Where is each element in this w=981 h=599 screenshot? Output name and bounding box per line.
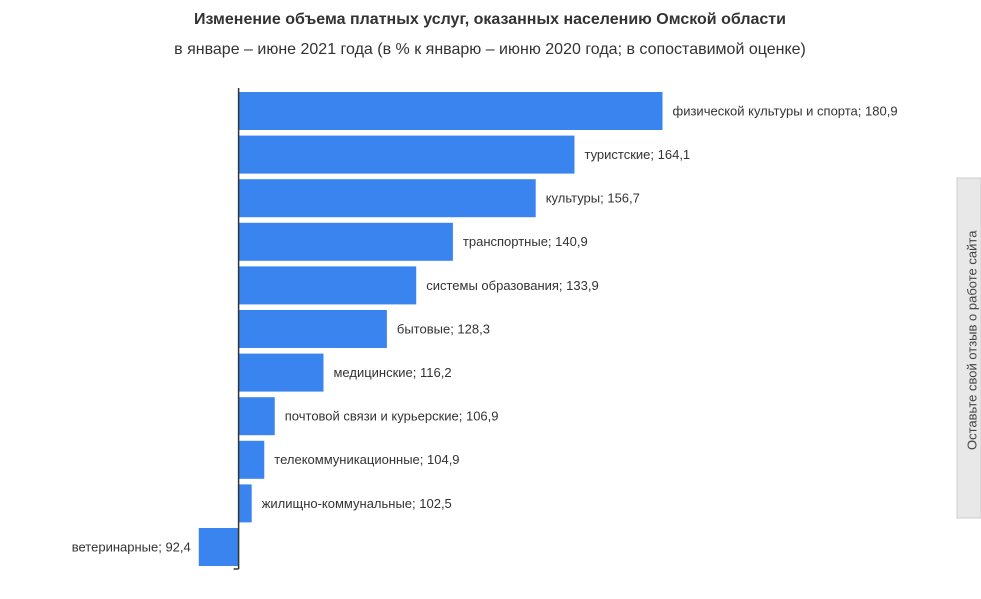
bar — [238, 179, 536, 218]
data-label: транспортные; 140,9 — [463, 234, 588, 249]
bar — [238, 310, 387, 348]
bar — [238, 222, 453, 261]
data-label: ветеринарные; 92,4 — [72, 539, 191, 554]
data-label: бытовые; 128,3 — [397, 321, 490, 336]
bar — [238, 135, 575, 174]
chart-title: Изменение объема платных услуг, оказанны… — [194, 11, 786, 28]
bar — [238, 353, 324, 392]
data-label: медицинские; 116,2 — [333, 365, 451, 380]
bar — [238, 440, 265, 479]
bar — [238, 397, 275, 436]
bar — [238, 92, 663, 130]
data-label: телекоммуникационные; 104,9 — [274, 452, 459, 467]
data-label: физической культуры и спорта; 180,9 — [673, 103, 898, 118]
data-label: жилищно-коммунальные; 102,5 — [262, 496, 452, 511]
feedback-tab-text[interactable]: Оставьте свой отзыв о работе сайта — [964, 230, 979, 450]
bar — [238, 266, 417, 305]
data-label: системы образования; 133,9 — [426, 278, 598, 293]
bar — [238, 484, 252, 523]
data-label: почтовой связи и курьерские; 106,9 — [285, 409, 499, 424]
data-label: культуры; 156,7 — [546, 191, 640, 206]
feedback-tab[interactable]: Оставьте свой отзыв о работе сайта — [956, 177, 981, 519]
feedback-tab-bg[interactable] — [956, 177, 981, 519]
bar — [198, 528, 239, 566]
data-label: туристские; 164,1 — [584, 147, 690, 162]
chart-subtitle: в январе – июне 2021 года (в % к январю … — [174, 41, 806, 58]
